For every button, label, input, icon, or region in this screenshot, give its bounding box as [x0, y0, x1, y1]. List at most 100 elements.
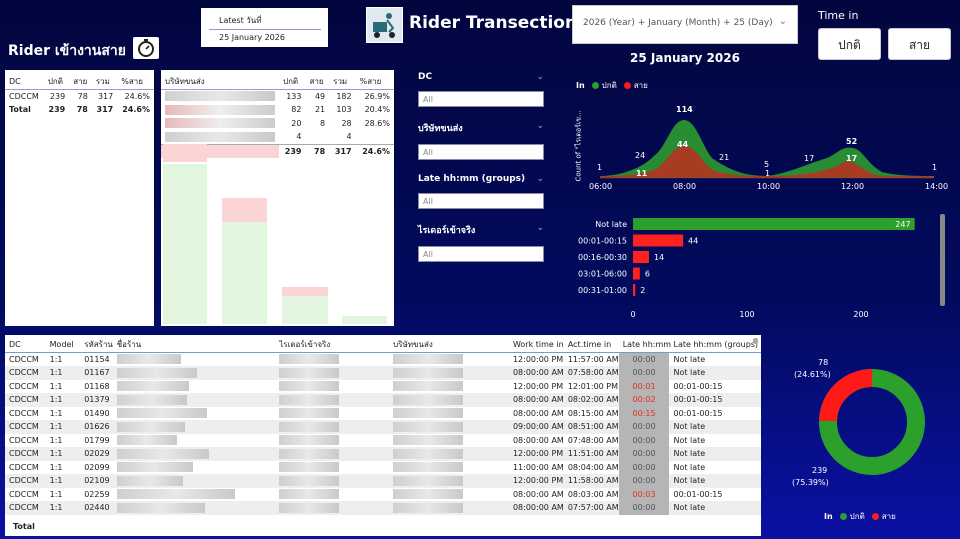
cell-model: 1:1: [49, 381, 63, 391]
cell-late-hhmm: 00:03: [618, 487, 670, 501]
cell-carrier-redacted: [389, 488, 509, 502]
col-carrier[interactable]: บริษัทขนส่ง: [393, 340, 433, 350]
col-model[interactable]: Model: [49, 340, 74, 350]
table-row[interactable]: CDCCM 1:1 02099 11:00:00 AM 08:04:00 AM 00:00…: [5, 460, 761, 474]
scrollbar[interactable]: [940, 214, 945, 306]
carrier-name-redacted: [161, 103, 279, 117]
table-row[interactable]: 20 8 28 28.6%: [161, 117, 394, 131]
cell: 239: [48, 105, 66, 115]
date-dropdown[interactable]: 2026 (Year) + January (Month) + 25 (Day)…: [572, 5, 798, 44]
chevron-down-icon[interactable]: ⌄: [536, 121, 544, 131]
col-late[interactable]: สาย: [73, 77, 88, 87]
dc-slicer[interactable]: All: [418, 91, 544, 107]
late-area: [600, 146, 934, 178]
col-work-time[interactable]: Work time in: [512, 340, 564, 350]
col-late[interactable]: สาย: [309, 77, 324, 87]
bar[interactable]: [633, 267, 640, 280]
table-row[interactable]: CDCCM 1:1 01490 08:00:00 AM 08:15:00 AM 00:15…: [5, 406, 761, 421]
cell-late-group: 00:01-00:15: [673, 408, 723, 418]
cell: 8: [320, 118, 326, 128]
data-bar-late: [163, 144, 207, 162]
col-rider[interactable]: ไรเดอร์เข้าจริง: [279, 340, 331, 350]
col-store-code[interactable]: รหัสร้าน: [84, 340, 113, 350]
col-normal[interactable]: ปกติ: [47, 77, 63, 87]
bar-value-label: 6: [645, 270, 650, 279]
data-bar: [342, 316, 387, 324]
cell-act-time: 07:48:00 AM: [567, 435, 619, 445]
data-label: 52: [846, 137, 858, 146]
table-row[interactable]: CDCCM 1:1 01154 12:00:00 PM 11:57:00 AM 00:00…: [5, 352, 761, 366]
dc-summary-table: DC ปกติ สาย รวม %สาย CDCCM 239 78 317 24…: [5, 70, 154, 326]
col-dc[interactable]: DC: [9, 340, 21, 350]
legend-normal: ปกติ: [601, 81, 617, 90]
latest-date-card: Latest วันที่ 25 January 2026: [201, 8, 328, 47]
scrollbar[interactable]: [753, 338, 758, 344]
x-tick: 14:00: [925, 182, 949, 191]
cell: CDCCM: [9, 91, 39, 101]
col-late-group[interactable]: Late hh:mm (groups): [673, 340, 759, 350]
col-act-time[interactable]: Act.time in: [567, 340, 612, 350]
table-row[interactable]: CDCCM 1:1 02259 08:00:00 AM 08:03:00 AM 00:03…: [5, 487, 761, 502]
cell: 78: [314, 146, 326, 156]
table-row[interactable]: 4 4: [161, 130, 394, 144]
legend-dot-normal: [839, 513, 847, 520]
area-chart-legend: In ปกติ สาย: [576, 79, 648, 92]
table-total-row: Total 239 78 317 24.6%: [5, 103, 154, 117]
cell-carrier-redacted: [389, 366, 509, 380]
cell-rider-redacted: [275, 407, 389, 421]
table-header-row: DC ปกติ สาย รวม %สาย: [5, 75, 154, 89]
donut-normal-value: 239: [812, 466, 828, 475]
normal-button[interactable]: ปกติ: [818, 28, 881, 60]
table-row[interactable]: 133 49 182 26.9%: [161, 89, 394, 103]
late-group-slicer-label: Late hh:mm (groups): [418, 174, 526, 184]
cell-store-code: 01167: [84, 368, 110, 378]
table-header-row: บริษัทขนส่ง ปกติ สาย รวม %สาย: [161, 75, 394, 89]
col-dc[interactable]: DC: [9, 77, 21, 87]
col-late-pct[interactable]: %สาย: [359, 77, 382, 87]
x-tick: 10:00: [757, 182, 781, 191]
chevron-down-icon[interactable]: ⌄: [536, 174, 544, 184]
data-bar: [282, 296, 328, 324]
cell-work-time: 11:00:00 AM: [512, 462, 564, 472]
col-total[interactable]: รวม: [333, 77, 348, 87]
col-total[interactable]: รวม: [95, 77, 110, 87]
chevron-down-icon[interactable]: ⌄: [536, 72, 544, 82]
bar[interactable]: [633, 251, 649, 263]
table-row[interactable]: CDCCM 1:1 01168 12:00:00 PM 12:01:00 PM 00:01…: [5, 379, 761, 393]
carrier-slicer[interactable]: All: [418, 144, 544, 160]
bar-category-label: Not late: [595, 220, 627, 229]
table-row[interactable]: CDCCM 1:1 02029 12:00:00 PM 11:51:00 AM 00:00…: [5, 447, 761, 461]
table-row[interactable]: 82 21 103 20.4%: [161, 103, 394, 117]
donut-slice-late[interactable]: [819, 369, 926, 475]
legend-late: สาย: [633, 81, 648, 90]
table-row[interactable]: CDCCM 1:1 02109 12:00:00 PM 11:58:00 AM 00:00…: [5, 474, 761, 488]
cell: 78: [76, 105, 88, 115]
table-row[interactable]: CDCCM 1:1 01799 08:00:00 AM 07:48:00 AM 00:00…: [5, 433, 761, 447]
col-normal[interactable]: ปกติ: [283, 77, 299, 87]
bar[interactable]: [633, 234, 684, 247]
col-carrier[interactable]: บริษัทขนส่ง: [165, 77, 205, 87]
table-row[interactable]: CDCCM 1:1 01379 08:00:00 AM 08:02:00 AM 00:02…: [5, 393, 761, 407]
col-store-name[interactable]: ชื่อร้าน: [116, 340, 142, 350]
cell: 78: [77, 91, 88, 101]
bar[interactable]: [633, 284, 636, 296]
cell-model: 1:1: [49, 395, 63, 405]
late-button[interactable]: สาย: [888, 28, 951, 60]
bar-value-label: 44: [688, 237, 698, 246]
cell-store-name-redacted: [113, 352, 276, 366]
donut-late-value: 78: [818, 358, 829, 367]
rider-slicer[interactable]: All: [418, 246, 544, 262]
chevron-down-icon[interactable]: ⌄: [536, 223, 544, 233]
table-row[interactable]: CDCCM 1:1 01167 08:00:00 AM 07:58:00 AM 00:00…: [5, 366, 761, 380]
data-label: 1: [597, 163, 603, 172]
table-row[interactable]: CDCCM 239 78 317 24.6%: [5, 89, 154, 103]
late-group-slicer[interactable]: All: [418, 193, 544, 209]
bar[interactable]: [633, 218, 915, 230]
col-late-hhmm[interactable]: Late hh:mm: [622, 340, 672, 350]
table-row[interactable]: CDCCM 1:1 01626 09:00:00 AM 08:51:00 AM 00:00…: [5, 420, 761, 434]
table-row[interactable]: CDCCM 1:1 02440 08:00:00 AM 07:57:00 AM 00:00…: [5, 501, 761, 515]
cell-late-hhmm: 00:00: [618, 447, 670, 461]
cell-work-time: 12:00:00 PM: [512, 449, 564, 459]
col-late-pct[interactable]: %สาย: [121, 77, 143, 87]
cell-work-time: 08:00:00 AM: [512, 368, 564, 378]
